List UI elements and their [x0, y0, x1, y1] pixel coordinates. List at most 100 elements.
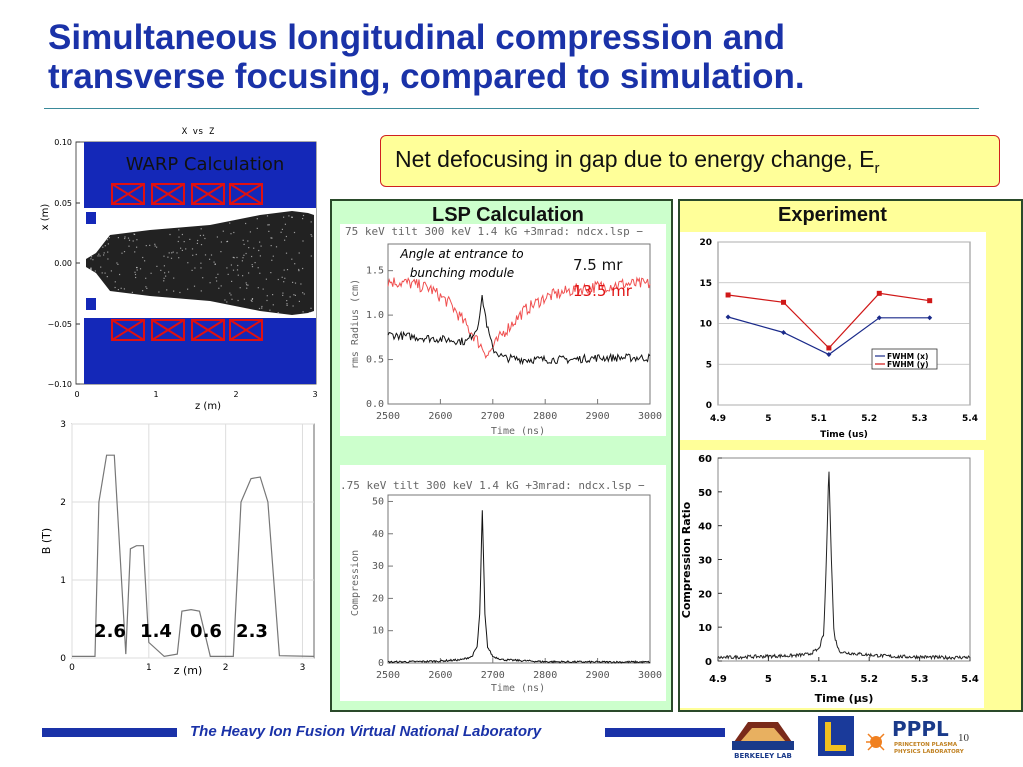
callout-main-text: Net defocusing in gap due to energy chan…	[395, 146, 875, 172]
warp-particle	[291, 258, 293, 260]
legend-entry-label: FWHM (y)	[887, 360, 929, 369]
lsp-compression-y-tick-label: 30	[372, 561, 384, 572]
warp-particle	[195, 253, 197, 256]
warp-particle	[277, 278, 279, 281]
experiment-fwhm-x-tick-label: 4.9	[710, 414, 726, 424]
experiment-fwhm-series	[725, 290, 933, 357]
warp-particle	[230, 294, 232, 296]
warp-particle	[242, 257, 244, 259]
warp-particle	[237, 299, 239, 302]
warp-particle	[218, 287, 220, 289]
warp-particle	[160, 269, 162, 271]
warp-particle	[104, 272, 106, 274]
warp-particle	[253, 247, 255, 249]
warp-particle	[302, 311, 304, 313]
lsp-angle-annotation-line2: bunching module	[410, 266, 514, 280]
experiment-fwhm-legend: FWHM (x)FWHM (y)	[871, 348, 938, 370]
lsp-radius-header: 75 keV tilt 300 keV 1.4 kG +3mrad: ndcx.…	[345, 225, 643, 238]
solenoid-box-icon	[151, 319, 185, 341]
warp-particle	[298, 270, 300, 272]
experiment-compression-series	[717, 471, 971, 661]
warp-particle	[298, 300, 300, 302]
warp-particle	[107, 243, 109, 245]
warp-particle	[266, 299, 268, 302]
solenoid-box-icon	[191, 183, 225, 205]
warp-particle	[302, 240, 304, 242]
bfield-plot: 0 1 2 3 0 1 2 3 2.6 1.4 0.6 2.3 B (T) z (m)	[40, 420, 315, 677]
experiment-compression-x-tick-label: 4.9	[709, 674, 727, 685]
warp-particle	[108, 237, 110, 239]
warp-particle	[242, 275, 244, 277]
warp-particle	[270, 237, 272, 239]
warp-particle	[200, 267, 202, 269]
solenoid-cross-icon	[111, 183, 145, 205]
warp-particle	[127, 237, 130, 239]
warp-particle	[308, 312, 310, 314]
lsp-radius-y-tick-label: 0.0	[366, 399, 384, 410]
experiment-compression-y-tick-label: 50	[698, 488, 712, 499]
experiment-fwhm-x-point	[781, 329, 787, 335]
pppl-logo-sub1: PRINCETON PLASMA	[894, 742, 958, 748]
warp-particle	[259, 241, 261, 243]
warp-particle	[107, 251, 109, 253]
bfield-y-tick-label: 0	[60, 654, 66, 664]
lsp-compression-y-tick-label: 0	[378, 658, 384, 669]
experiment-fwhm-y-tick-label: 0	[706, 401, 712, 411]
pppl-logo-text: PPPL	[892, 717, 949, 741]
warp-particle	[239, 287, 241, 289]
warp-particle	[272, 255, 274, 257]
warp-x-tick-label: 2	[233, 390, 238, 399]
warp-particle	[128, 239, 131, 241]
warp-particle	[189, 238, 191, 240]
warp-particle	[291, 216, 293, 218]
bfield-field-label: 1.4	[140, 621, 172, 642]
lsp-radius-plot: 75 keV tilt 300 keV 1.4 kG +3mrad: ndcx.…	[340, 224, 666, 437]
warp-particle	[286, 300, 288, 302]
warp-particle	[222, 230, 224, 232]
warp-particle	[270, 272, 272, 274]
experiment-fwhm-y-point	[725, 292, 731, 298]
bfield-field-label: 0.6	[190, 621, 222, 642]
warp-particle	[271, 259, 273, 261]
experiment-fwhm-x-axis-label: Time (us)	[820, 430, 868, 440]
lsp-radius-y-tick-label: 0.5	[366, 355, 384, 366]
lsp-angle-annotation-line1: Angle at entrance to	[399, 247, 523, 261]
warp-particle	[124, 237, 126, 240]
warp-particle	[302, 214, 305, 217]
warp-particle	[110, 270, 112, 272]
experiment-compression-x-tick-label: 5	[765, 674, 772, 685]
warp-particle	[293, 294, 295, 296]
warp-x-tick-label: 0	[74, 390, 79, 399]
experiment-fwhm-x-point	[927, 315, 933, 321]
warp-x-ticks: 0 1 2 3	[74, 390, 317, 399]
warp-particle	[232, 256, 234, 258]
warp-particle	[154, 245, 156, 247]
warp-particle	[254, 262, 256, 264]
solenoid-box-icon	[111, 183, 145, 205]
warp-particle	[243, 298, 245, 300]
warp-particle	[298, 252, 300, 254]
warp-particle	[250, 299, 252, 301]
experiment-fwhm-y-tick-label: 15	[699, 279, 712, 289]
bfield-x-tick-label: 2	[223, 663, 229, 673]
warp-particle	[150, 272, 152, 274]
warp-particle	[282, 294, 284, 296]
bfield-field-labels: 2.6 1.4 0.6 2.3	[94, 621, 268, 642]
experiment-compression-y-axis-label: Compression Ratio	[680, 501, 693, 618]
berkeley-logo-arch-icon	[740, 728, 786, 742]
warp-plot: X vs Z WARP Calculation 0.10 0.05 0.00 −0.0…	[40, 127, 318, 412]
experiment-panel-title: Experiment	[778, 204, 887, 226]
lsp-compression-x-tick-label: 2500	[376, 670, 400, 681]
warp-particle	[283, 269, 285, 271]
warp-particle	[310, 307, 312, 309]
warp-particle	[237, 274, 239, 276]
lsp-radius-red-series	[387, 276, 651, 360]
solenoid-cross-icon	[229, 183, 263, 205]
legend-entry-label: FWHM (x)	[887, 352, 928, 361]
warp-particle	[196, 242, 198, 244]
experiment-fwhm-background	[680, 232, 986, 440]
warp-particle	[139, 268, 142, 270]
warp-particle	[178, 257, 180, 259]
warp-beam-envelope	[86, 211, 314, 315]
warp-particle	[261, 307, 263, 309]
